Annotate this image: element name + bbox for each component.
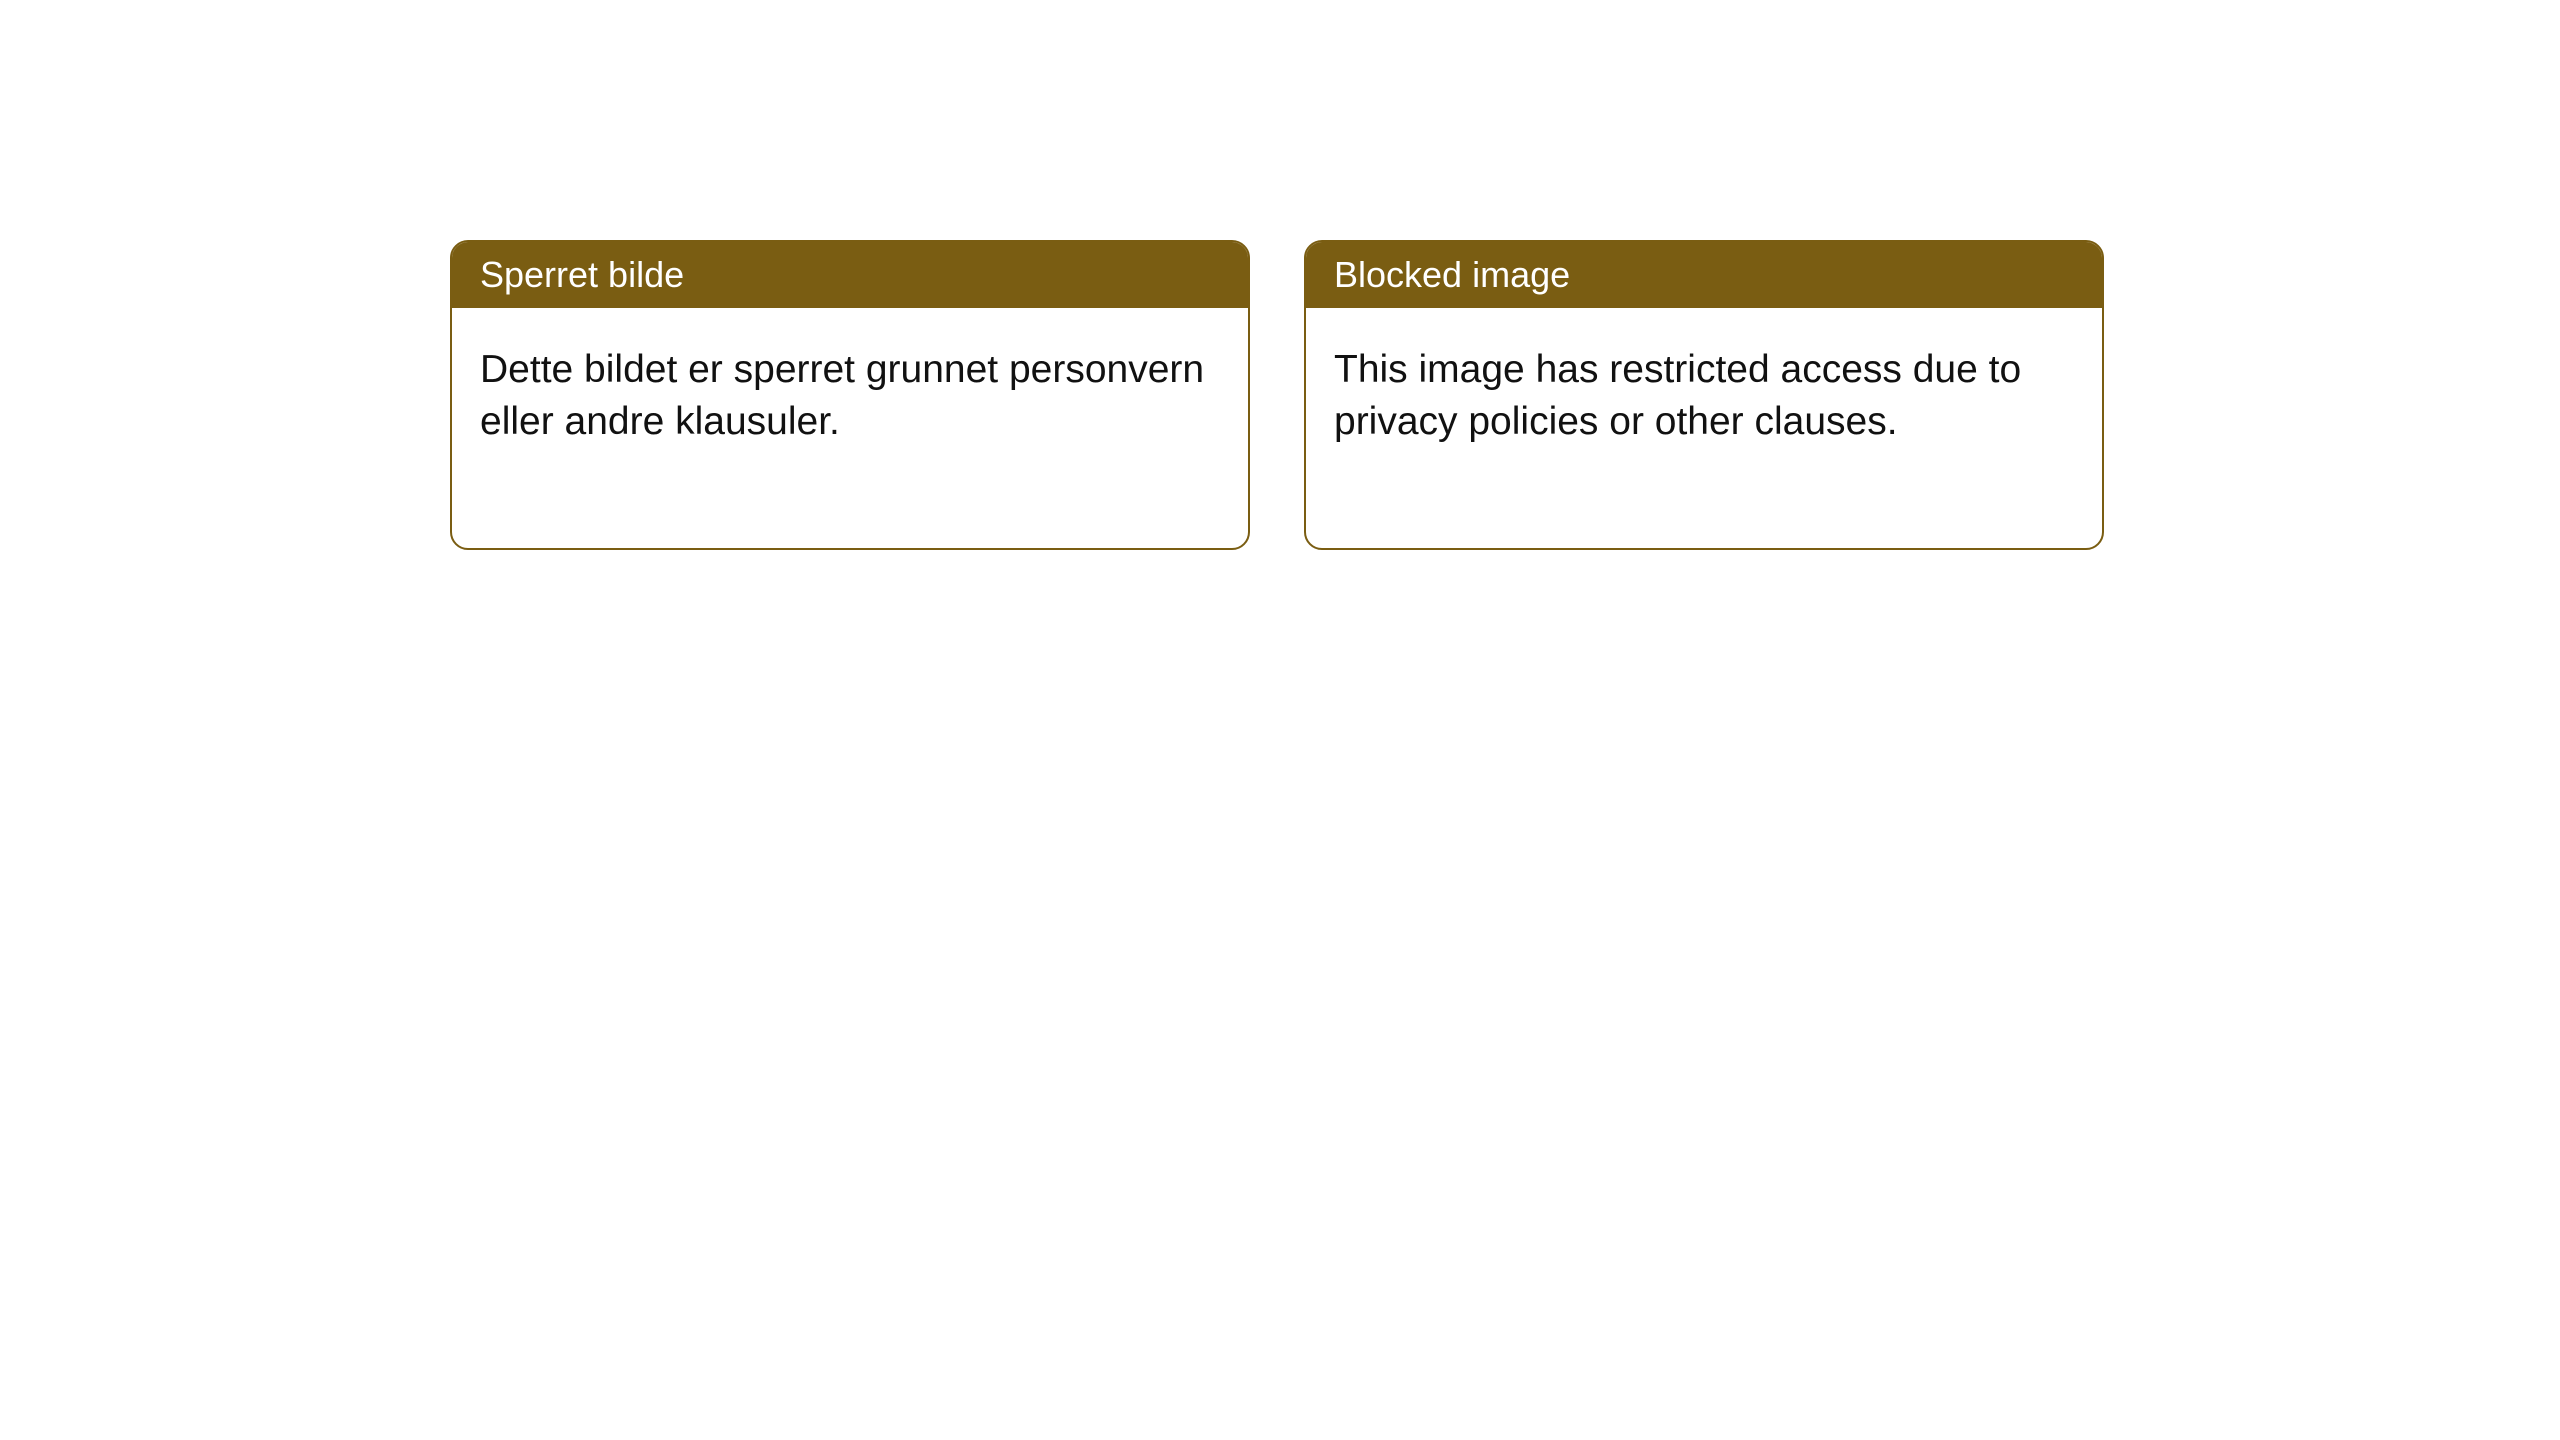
card-body: This image has restricted access due to … — [1306, 308, 2102, 548]
card-title: Sperret bilde — [480, 254, 684, 295]
card-message: Dette bildet er sperret grunnet personve… — [480, 348, 1204, 443]
blocked-image-card-no: Sperret bilde Dette bildet er sperret gr… — [450, 240, 1250, 550]
blocked-image-card-en: Blocked image This image has restricted … — [1304, 240, 2104, 550]
card-header: Sperret bilde — [452, 242, 1248, 308]
cards-row: Sperret bilde Dette bildet er sperret gr… — [0, 0, 2560, 550]
card-body: Dette bildet er sperret grunnet personve… — [452, 308, 1248, 548]
card-header: Blocked image — [1306, 242, 2102, 308]
card-message: This image has restricted access due to … — [1334, 348, 2021, 443]
card-title: Blocked image — [1334, 254, 1570, 295]
